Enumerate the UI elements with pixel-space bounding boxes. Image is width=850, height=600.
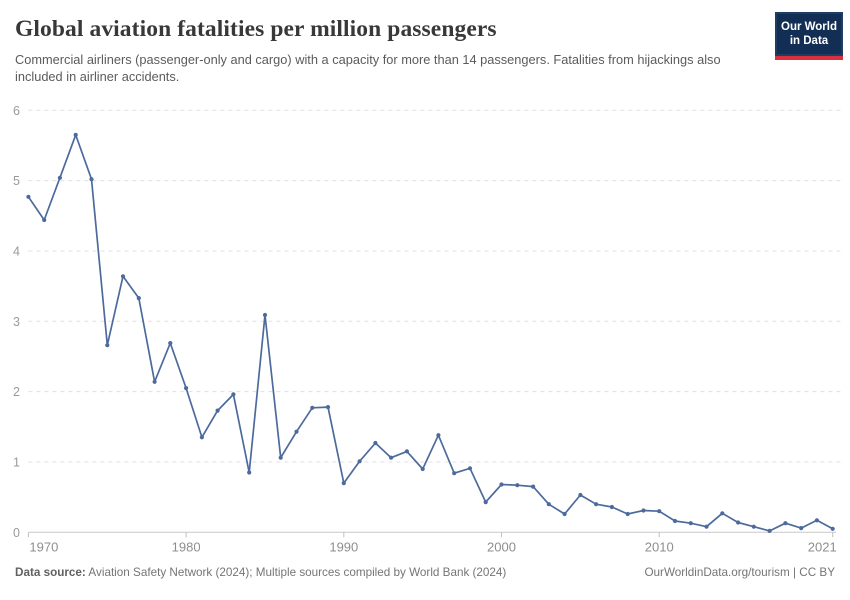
data-point-1989[interactable] <box>325 405 331 410</box>
data-point-1999[interactable] <box>483 500 488 505</box>
x-axis-label: 1970 <box>29 539 58 554</box>
data-point-2013[interactable] <box>704 524 709 529</box>
data-source-label: Data source: <box>15 566 86 579</box>
x-axis-label: 2010 <box>645 539 674 554</box>
data-source-note: Data source: Aviation Safety Network (20… <box>15 566 506 579</box>
y-axis-label: 3 <box>13 315 20 329</box>
data-point-1985[interactable] <box>262 312 268 318</box>
page-title: Global aviation fatalities per million p… <box>15 16 497 42</box>
data-point-1975[interactable] <box>105 343 110 348</box>
data-point-1996[interactable] <box>436 433 441 438</box>
data-point-1973[interactable] <box>73 132 78 137</box>
data-point-2019[interactable] <box>799 526 804 531</box>
data-point-2015[interactable] <box>736 520 741 525</box>
x-axis-label: 2000 <box>487 539 516 554</box>
y-axis-label: 4 <box>13 244 20 258</box>
data-point-2016[interactable] <box>751 524 756 529</box>
data-point-1998[interactable] <box>467 466 473 471</box>
data-point-1980[interactable] <box>184 386 189 391</box>
data-point-1986[interactable] <box>278 455 283 460</box>
data-point-1988[interactable] <box>310 405 315 410</box>
data-point-2002[interactable] <box>531 484 536 489</box>
data-point-2005[interactable] <box>578 492 583 498</box>
data-point-1976[interactable] <box>120 274 126 279</box>
data-point-2018[interactable] <box>783 521 788 526</box>
data-source-text: Aviation Safety Network (2024); Multiple… <box>85 566 507 579</box>
data-point-1993[interactable] <box>389 455 394 460</box>
data-point-2012[interactable] <box>688 521 693 526</box>
data-point-1981[interactable] <box>199 435 204 440</box>
data-point-1982[interactable] <box>215 408 220 413</box>
owid-logo-line2: in Data <box>789 35 829 48</box>
data-point-1979[interactable] <box>168 341 173 346</box>
data-point-1997[interactable] <box>452 471 457 476</box>
data-point-1992[interactable] <box>373 440 378 446</box>
data-point-1974[interactable] <box>89 177 94 182</box>
data-point-2000[interactable] <box>499 482 504 487</box>
x-axis-label: 1990 <box>329 539 358 554</box>
data-point-2009[interactable] <box>641 508 646 513</box>
data-point-1990[interactable] <box>341 481 346 486</box>
data-point-1978[interactable] <box>152 379 157 384</box>
data-point-2008[interactable] <box>625 511 630 517</box>
data-point-1983[interactable] <box>231 392 236 397</box>
owid-logo-red-stripe <box>775 55 843 60</box>
owid-logo[interactable]: Our World in Data <box>775 12 843 60</box>
data-point-2014[interactable] <box>720 511 725 516</box>
data-point-2010[interactable] <box>657 509 662 514</box>
data-point-2011[interactable] <box>672 518 678 524</box>
data-point-2020[interactable] <box>814 518 820 523</box>
data-point-1970[interactable] <box>26 194 31 199</box>
y-axis-label: 1 <box>13 455 20 469</box>
data-point-1991[interactable] <box>357 459 362 464</box>
data-point-1987[interactable] <box>294 429 299 434</box>
chart-header: Global aviation fatalities per million p… <box>15 16 765 86</box>
x-axis-label: 1980 <box>172 539 201 554</box>
data-point-2004[interactable] <box>562 511 567 517</box>
y-axis-label: 0 <box>13 526 20 540</box>
data-point-1995[interactable] <box>420 466 425 472</box>
data-point-1984[interactable] <box>247 470 252 475</box>
y-axis-label: 5 <box>13 174 20 188</box>
data-point-1994[interactable] <box>404 449 409 454</box>
chart-subtitle: Commercial airliners (passenger-only and… <box>15 52 721 84</box>
data-point-1972[interactable] <box>57 175 63 180</box>
data-line[interactable] <box>27 134 834 532</box>
x-axis-label: 2021 <box>808 539 837 554</box>
data-point-1971[interactable] <box>42 217 47 223</box>
data-point-2007[interactable] <box>609 504 615 510</box>
chart-footer: Data source: Aviation Safety Network (20… <box>15 566 835 579</box>
owid-logo-box: Our World in Data <box>775 12 843 56</box>
owid-url-license[interactable]: OurWorldinData.org/tourism | CC BY <box>644 566 835 579</box>
data-point-2003[interactable] <box>546 502 551 507</box>
data-point-2021[interactable] <box>830 526 835 531</box>
data-point-2017[interactable] <box>767 528 772 534</box>
owid-logo-line1: Our World <box>781 21 838 33</box>
data-point-2001[interactable] <box>515 483 520 488</box>
data-point-1977[interactable] <box>136 296 141 301</box>
y-axis-label: 6 <box>13 104 20 118</box>
y-axis-label: 2 <box>13 385 20 399</box>
data-point-2006[interactable] <box>594 502 599 507</box>
